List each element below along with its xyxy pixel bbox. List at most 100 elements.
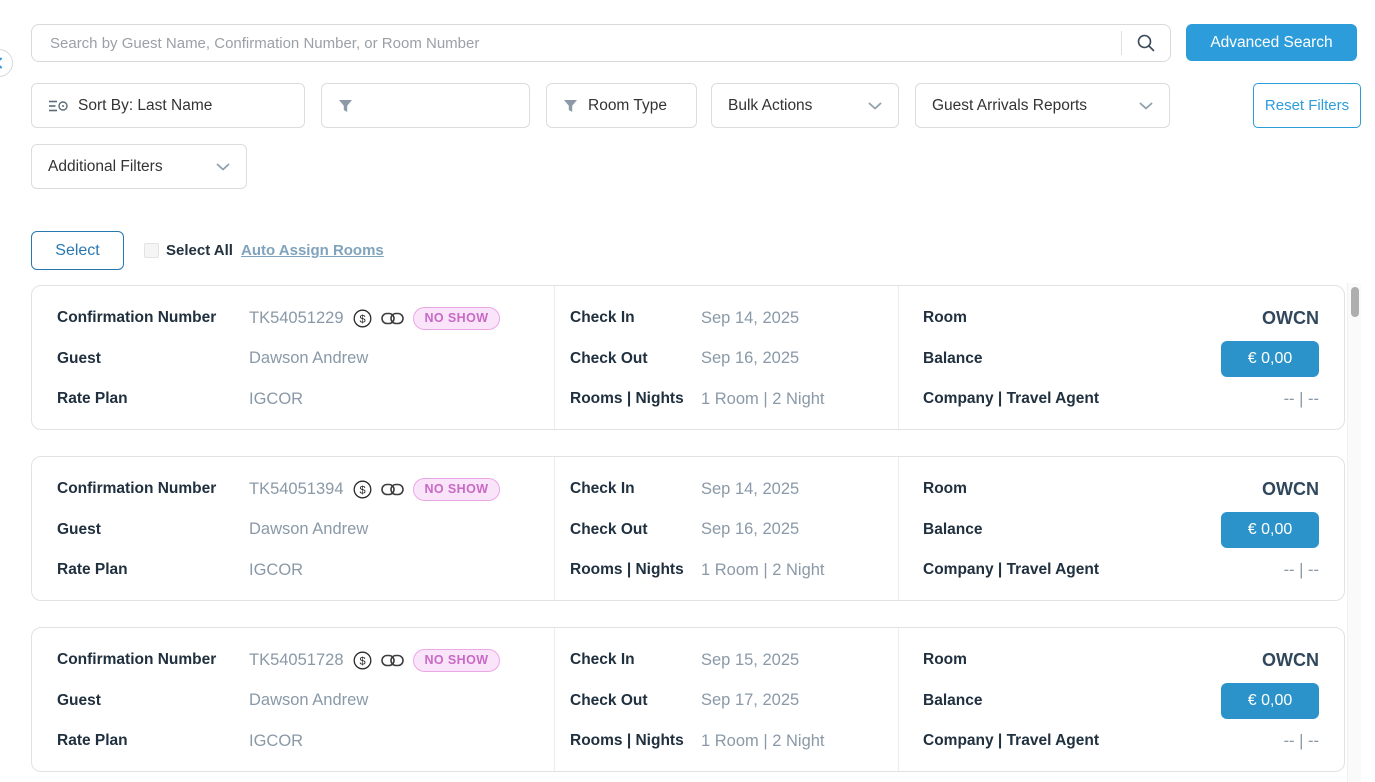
linked-reservation-icon[interactable]: [380, 311, 404, 326]
scrollbar-thumb[interactable]: [1351, 287, 1359, 317]
confirmation-number-label: Confirmation Number: [57, 651, 217, 668]
search-icon: [1136, 33, 1156, 53]
check-out-value: Sep 16, 2025: [701, 520, 800, 538]
svg-text:$: $: [359, 313, 365, 325]
chevron-down-icon: [216, 163, 230, 171]
additional-filters-label: Additional Filters: [48, 157, 163, 175]
balance-label: Balance: [923, 520, 983, 538]
check-in-value: Sep 15, 2025: [701, 650, 800, 669]
balance-button[interactable]: € 0,00: [1221, 682, 1319, 719]
check-in-value: Sep 14, 2025: [701, 308, 800, 327]
company-travel-agent-value: -- | --: [1283, 560, 1319, 579]
rate-plan-label: Rate Plan: [57, 390, 128, 407]
guest-arrivals-reports-label: Guest Arrivals Reports: [932, 96, 1088, 114]
search-divider: [1121, 31, 1122, 55]
balance-label: Balance: [923, 691, 983, 709]
rooms-nights-label: Rooms | Nights: [570, 732, 684, 749]
sort-by-label: Sort By: Last Name: [78, 96, 213, 114]
rate-plan-label: Rate Plan: [57, 732, 128, 749]
guest-value: Dawson Andrew: [249, 349, 369, 367]
confirmation-number-value: TK54051728: [249, 650, 344, 669]
room-label: Room: [923, 309, 967, 326]
rooms-nights-value: 1 Room | 2 Night: [701, 560, 825, 579]
rate-plan-value: IGCOR: [249, 560, 304, 579]
confirmation-number-label: Confirmation Number: [57, 480, 217, 497]
select-button[interactable]: Select: [31, 231, 124, 270]
check-out-label: Check Out: [570, 520, 648, 538]
room-value: OWCN: [1262, 307, 1319, 328]
check-out-value: Sep 17, 2025: [701, 691, 800, 709]
reservation-card[interactable]: Confirmation Number TK54051394 $ NO SHOW…: [31, 456, 1345, 601]
auto-assign-rooms-link[interactable]: Auto Assign Rooms: [241, 242, 384, 259]
check-in-label: Check In: [570, 480, 635, 497]
chevron-down-icon: [1139, 102, 1153, 110]
rate-plan-value: IGCOR: [249, 389, 304, 408]
confirmation-number-label: Confirmation Number: [57, 309, 217, 326]
check-out-label: Check Out: [570, 691, 648, 709]
confirmation-number-value: TK54051229: [249, 308, 344, 327]
room-label: Room: [923, 480, 967, 497]
room-label: Room: [923, 651, 967, 668]
reservation-card[interactable]: Confirmation Number TK54051728 $ NO SHOW…: [31, 627, 1345, 772]
rooms-nights-value: 1 Room | 2 Night: [701, 731, 825, 750]
check-out-value: Sep 16, 2025: [701, 349, 800, 367]
check-in-value: Sep 14, 2025: [701, 479, 800, 498]
funnel-icon: [338, 99, 353, 113]
company-travel-agent-label: Company | Travel Agent: [923, 732, 1100, 749]
search-bar: [31, 24, 1171, 62]
check-in-label: Check In: [570, 651, 635, 668]
sort-icon: [48, 98, 68, 114]
rooms-nights-label: Rooms | Nights: [570, 390, 684, 407]
funnel-icon: [563, 99, 578, 113]
guest-value: Dawson Andrew: [249, 520, 369, 538]
filter-dropdown-empty[interactable]: [321, 83, 530, 128]
rate-plan-label: Rate Plan: [57, 561, 128, 578]
payment-dollar-icon[interactable]: $: [353, 309, 372, 328]
balance-button[interactable]: € 0,00: [1221, 340, 1319, 377]
status-badge: NO SHOW: [412, 477, 501, 501]
guest-label: Guest: [57, 520, 101, 538]
rate-plan-value: IGCOR: [249, 731, 304, 750]
room-type-dropdown[interactable]: Room Type: [546, 83, 697, 128]
rooms-nights-label: Rooms | Nights: [570, 561, 684, 578]
confirmation-number-value: TK54051394: [249, 479, 344, 498]
linked-reservation-icon[interactable]: [380, 653, 404, 668]
svg-text:$: $: [359, 655, 365, 667]
balance-button[interactable]: € 0,00: [1221, 511, 1319, 548]
advanced-search-button[interactable]: Advanced Search: [1186, 24, 1357, 61]
status-badge: NO SHOW: [412, 648, 501, 672]
guest-label: Guest: [57, 349, 101, 367]
status-badge: NO SHOW: [412, 306, 501, 330]
rooms-nights-value: 1 Room | 2 Night: [701, 389, 825, 408]
company-travel-agent-label: Company | Travel Agent: [923, 561, 1100, 578]
bulk-actions-label: Bulk Actions: [728, 96, 813, 114]
payment-dollar-icon[interactable]: $: [353, 480, 372, 499]
reset-filters-button[interactable]: Reset Filters: [1253, 83, 1361, 128]
select-all-label: Select All: [166, 242, 233, 259]
additional-filters-dropdown[interactable]: Additional Filters: [31, 144, 247, 189]
payment-dollar-icon[interactable]: $: [353, 651, 372, 670]
company-travel-agent-label: Company | Travel Agent: [923, 390, 1100, 407]
room-type-label: Room Type: [588, 96, 667, 114]
chevron-down-icon: [868, 102, 882, 110]
company-travel-agent-value: -- | --: [1283, 731, 1319, 750]
search-input[interactable]: [32, 34, 1121, 52]
room-value: OWCN: [1262, 649, 1319, 670]
balance-label: Balance: [923, 349, 983, 367]
bulk-actions-dropdown[interactable]: Bulk Actions: [711, 83, 899, 128]
guest-arrivals-reports-dropdown[interactable]: Guest Arrivals Reports: [915, 83, 1170, 128]
check-out-label: Check Out: [570, 349, 648, 367]
reservation-card[interactable]: Confirmation Number TK54051229 $ NO SHOW…: [31, 285, 1345, 430]
sort-by-dropdown[interactable]: Sort By: Last Name: [31, 83, 305, 128]
sidebar-collapse-button[interactable]: [0, 49, 13, 77]
check-in-label: Check In: [570, 309, 635, 326]
guest-label: Guest: [57, 691, 101, 709]
svg-text:$: $: [359, 484, 365, 496]
company-travel-agent-value: -- | --: [1283, 389, 1319, 408]
search-button[interactable]: [1122, 25, 1170, 61]
scrollbar-track[interactable]: [1347, 283, 1361, 782]
chevron-left-icon: [0, 57, 4, 69]
linked-reservation-icon[interactable]: [380, 482, 404, 497]
select-all-checkbox[interactable]: [144, 243, 159, 258]
